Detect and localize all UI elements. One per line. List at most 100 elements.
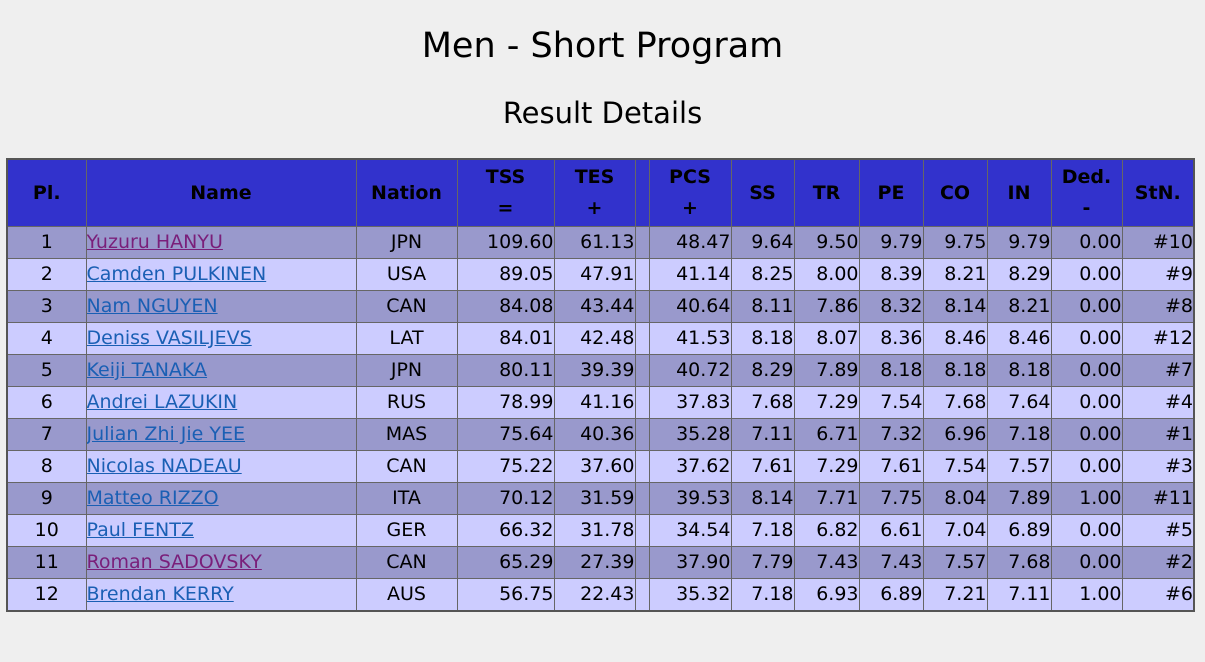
cell-pe: 7.75 (858, 482, 924, 515)
cell-pcs: 40.72 (648, 354, 732, 387)
cell-tes: 43.44 (553, 290, 636, 323)
cell-name: Deniss VASILJEVS (85, 322, 357, 355)
skater-link[interactable]: Brendan KERRY (86, 583, 234, 605)
cell-stn: #11 (1121, 482, 1195, 515)
cell-co: 7.21 (922, 578, 988, 612)
cell-ss: 8.18 (730, 322, 795, 355)
cell-stn: #7 (1121, 354, 1195, 387)
header-tss-symbol: = (497, 197, 514, 219)
cell-pe: 8.39 (858, 258, 924, 291)
cell-ss: 8.25 (730, 258, 795, 291)
table-row: 10 Paul FENTZ GER 66.32 31.78 34.54 7.18 6.82 6.… (6, 514, 1195, 547)
cell-tr: 7.89 (793, 354, 860, 387)
cell-in: 7.68 (986, 546, 1052, 579)
skater-link[interactable]: Andrei LAZUKIN (86, 391, 238, 413)
cell-stn: #8 (1121, 290, 1195, 323)
cell-stn: #9 (1121, 258, 1195, 291)
cell-ded: 0.00 (1050, 226, 1123, 259)
cell-name: Keiji TANAKA (85, 354, 357, 387)
cell-ss: 8.11 (730, 290, 795, 323)
cell-co: 6.96 (922, 418, 988, 451)
cell-ded: 0.00 (1050, 322, 1123, 355)
cell-place: 6 (6, 386, 87, 419)
cell-co: 7.04 (922, 514, 988, 547)
skater-link[interactable]: Paul FENTZ (86, 519, 194, 541)
cell-tss: 56.75 (456, 578, 555, 612)
cell-tes: 22.43 (553, 578, 636, 612)
skater-link[interactable]: Nam NGUYEN (86, 295, 218, 317)
cell-place: 4 (6, 322, 87, 355)
header-tes-label: TES (574, 166, 615, 188)
skater-link[interactable]: Yuzuru HANYU (86, 231, 223, 253)
cell-spacer (634, 290, 650, 323)
cell-pe: 8.18 (858, 354, 924, 387)
cell-in: 7.57 (986, 450, 1052, 483)
header-pcs: PCS + (648, 158, 732, 227)
cell-pe: 7.61 (858, 450, 924, 483)
cell-name: Nam NGUYEN (85, 290, 357, 323)
cell-pe: 7.43 (858, 546, 924, 579)
cell-place: 7 (6, 418, 87, 451)
cell-place: 12 (6, 578, 87, 612)
cell-tes: 27.39 (553, 546, 636, 579)
cell-spacer (634, 418, 650, 451)
cell-tes: 37.60 (553, 450, 636, 483)
cell-in: 6.89 (986, 514, 1052, 547)
cell-in: 7.18 (986, 418, 1052, 451)
table-row: 2 Camden PULKINEN USA 89.05 47.91 41.14 8.25 8.… (6, 258, 1195, 291)
cell-ded: 0.00 (1050, 546, 1123, 579)
cell-pe: 7.54 (858, 386, 924, 419)
cell-ded: 0.00 (1050, 514, 1123, 547)
cell-in: 7.64 (986, 386, 1052, 419)
cell-pcs: 41.53 (648, 322, 732, 355)
cell-nation: ITA (355, 482, 458, 515)
header-stn: StN. (1121, 158, 1195, 227)
cell-pcs: 35.28 (648, 418, 732, 451)
cell-nation: CAN (355, 290, 458, 323)
cell-tes: 39.39 (553, 354, 636, 387)
cell-co: 8.14 (922, 290, 988, 323)
cell-spacer (634, 546, 650, 579)
table-row: 8 Nicolas NADEAU CAN 75.22 37.60 37.62 7.61 7.2… (6, 450, 1195, 483)
table-header-row: Pl. Name Nation TSS = TES + PCS + SS TR PE … (6, 158, 1195, 227)
cell-in: 8.46 (986, 322, 1052, 355)
skater-link[interactable]: Nicolas NADEAU (86, 455, 242, 477)
skater-link[interactable]: Roman SADOVSKY (86, 551, 262, 573)
cell-spacer (634, 578, 650, 612)
header-ded-label: Ded. (1061, 166, 1112, 188)
cell-in: 8.21 (986, 290, 1052, 323)
header-in: IN (986, 158, 1052, 227)
skater-link[interactable]: Deniss VASILJEVS (86, 327, 252, 349)
cell-nation: CAN (355, 546, 458, 579)
cell-stn: #5 (1121, 514, 1195, 547)
cell-co: 8.46 (922, 322, 988, 355)
cell-ss: 8.14 (730, 482, 795, 515)
cell-tss: 84.08 (456, 290, 555, 323)
cell-spacer (634, 450, 650, 483)
cell-ded: 0.00 (1050, 418, 1123, 451)
cell-spacer (634, 258, 650, 291)
cell-pcs: 37.83 (648, 386, 732, 419)
cell-name: Julian Zhi Jie YEE (85, 418, 357, 451)
cell-tes: 41.16 (553, 386, 636, 419)
header-spacer (634, 158, 650, 227)
header-tss: TSS = (456, 158, 555, 227)
cell-pe: 9.79 (858, 226, 924, 259)
cell-tss: 75.64 (456, 418, 555, 451)
cell-pcs: 40.64 (648, 290, 732, 323)
cell-stn: #1 (1121, 418, 1195, 451)
skater-link[interactable]: Julian Zhi Jie YEE (86, 423, 246, 445)
cell-in: 7.89 (986, 482, 1052, 515)
skater-link[interactable]: Matteo RIZZO (86, 487, 219, 509)
cell-name: Nicolas NADEAU (85, 450, 357, 483)
cell-co: 8.18 (922, 354, 988, 387)
skater-link[interactable]: Camden PULKINEN (86, 263, 267, 285)
table-row: 1 Yuzuru HANYU JPN 109.60 61.13 48.47 9.64 9.50… (6, 226, 1195, 259)
cell-pcs: 34.54 (648, 514, 732, 547)
cell-tss: 65.29 (456, 546, 555, 579)
cell-tes: 61.13 (553, 226, 636, 259)
skater-link[interactable]: Keiji TANAKA (86, 359, 208, 381)
cell-ded: 0.00 (1050, 386, 1123, 419)
cell-ss: 7.18 (730, 578, 795, 612)
cell-tes: 42.48 (553, 322, 636, 355)
